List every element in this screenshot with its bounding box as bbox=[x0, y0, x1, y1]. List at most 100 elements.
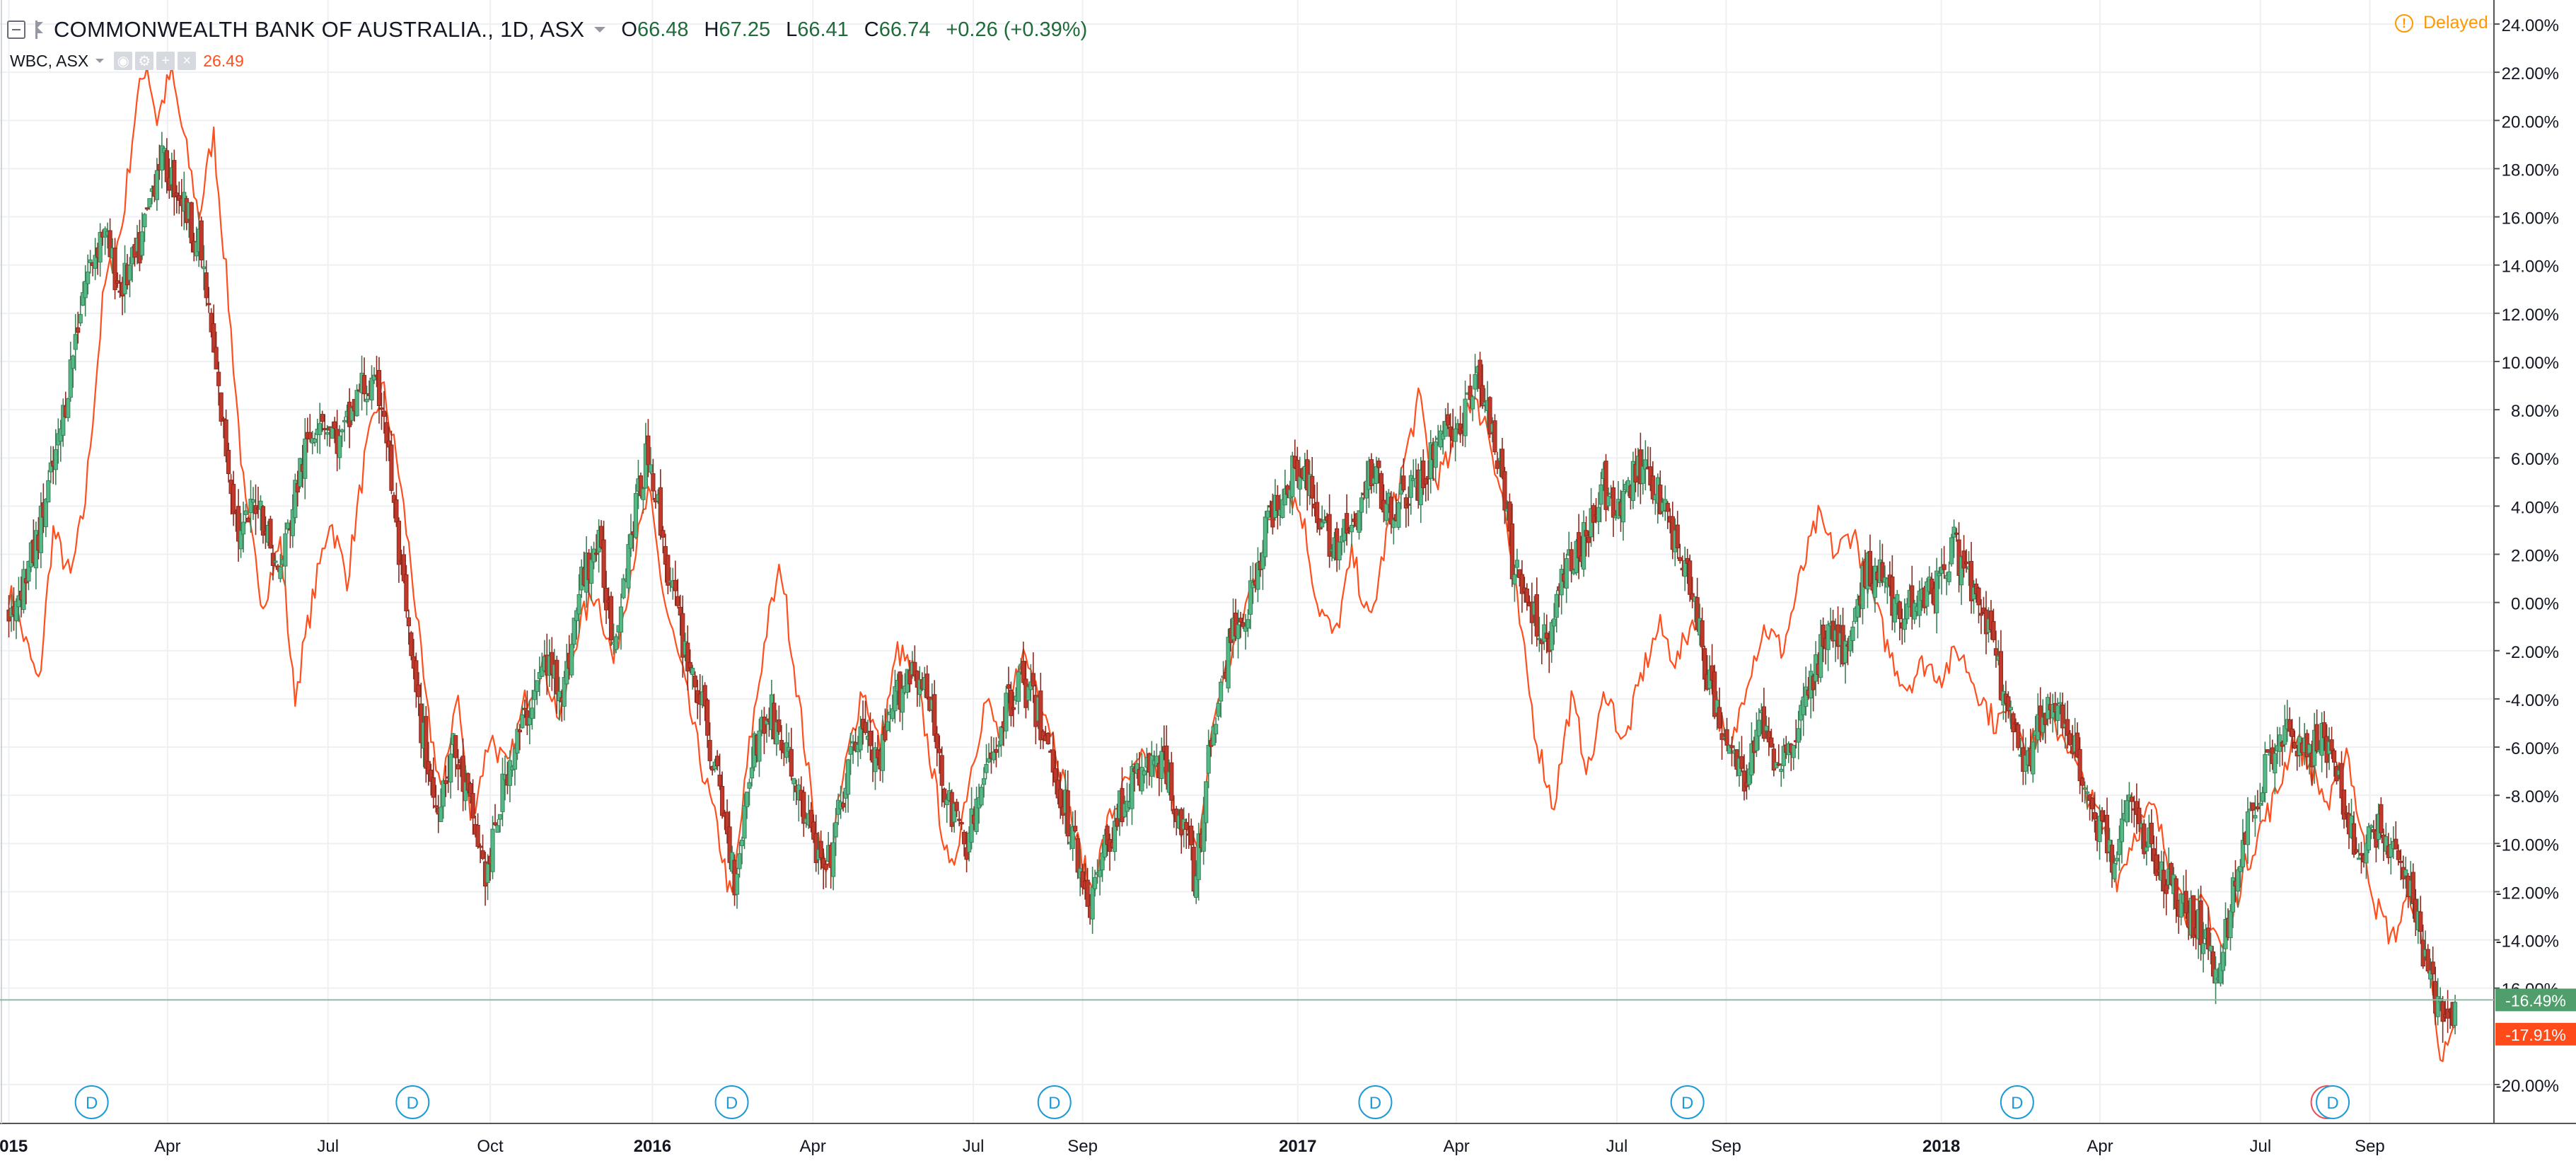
candle-body bbox=[313, 439, 318, 443]
candle-body bbox=[692, 675, 697, 688]
collapse-legend-icon[interactable] bbox=[7, 21, 25, 39]
candle-body bbox=[576, 594, 581, 615]
candle-body bbox=[2235, 869, 2241, 892]
candle-body bbox=[308, 432, 313, 440]
candle-body bbox=[1779, 768, 1784, 773]
candle-body bbox=[199, 220, 204, 261]
candle-body bbox=[465, 773, 470, 791]
candle-series-layer bbox=[6, 132, 2458, 1043]
dividend-marker[interactable] bbox=[1037, 1085, 1072, 1119]
candle-body bbox=[68, 359, 73, 398]
candle-body bbox=[1011, 707, 1016, 710]
symbol-title[interactable]: COMMONWEALTH BANK OF AUSTRALIA., 1D, ASX bbox=[54, 17, 585, 42]
candle-body bbox=[1749, 743, 1754, 776]
candle-body bbox=[2265, 749, 2270, 753]
plus-icon[interactable]: + bbox=[156, 52, 175, 70]
dividend-marker[interactable] bbox=[2000, 1085, 2034, 1119]
delayed-badge[interactable]: ! Delayed bbox=[2395, 13, 2488, 33]
close-icon[interactable]: × bbox=[178, 52, 197, 70]
candle-body bbox=[81, 292, 86, 306]
x-tick-label: Apr bbox=[1443, 1137, 1469, 1156]
candle-body bbox=[1142, 770, 1147, 775]
dividend-marker[interactable] bbox=[1358, 1085, 1393, 1119]
candle-body bbox=[2178, 893, 2183, 918]
candle-body bbox=[61, 405, 66, 436]
candle-body bbox=[1470, 396, 1475, 410]
dividend-marker[interactable] bbox=[2316, 1085, 2350, 1119]
candle-body bbox=[1702, 648, 1707, 680]
candle-body bbox=[727, 826, 732, 863]
last-value-labels: -16.49% -17.91% bbox=[0, 988, 2576, 1046]
candle-body bbox=[497, 814, 503, 820]
candle-body bbox=[1265, 510, 1270, 519]
candle-body bbox=[1577, 532, 1582, 558]
chevron-down-icon[interactable] bbox=[594, 27, 606, 33]
candle-body bbox=[673, 579, 678, 591]
candle-body bbox=[268, 519, 273, 549]
candle-body bbox=[1085, 879, 1090, 907]
candle-body bbox=[1584, 530, 1589, 537]
candle-body bbox=[890, 708, 895, 719]
dividend-marker[interactable] bbox=[1670, 1085, 1705, 1119]
candle-body bbox=[2384, 836, 2389, 852]
candle-body bbox=[2164, 884, 2169, 894]
candle-body bbox=[46, 480, 51, 503]
flag-icon[interactable] bbox=[35, 21, 45, 39]
candle-body bbox=[2112, 862, 2117, 879]
candle-body bbox=[900, 688, 905, 713]
candle-body bbox=[1468, 386, 1473, 400]
info-circle-icon: ! bbox=[2395, 13, 2413, 33]
candle-body bbox=[1905, 603, 1910, 620]
candle-body bbox=[720, 786, 725, 816]
candle-body bbox=[801, 792, 806, 824]
candle-body bbox=[1937, 572, 1942, 577]
last-value-compare: -17.91% bbox=[2505, 1026, 2566, 1044]
candle-body bbox=[986, 758, 992, 763]
close-value: C66.74 bbox=[864, 18, 931, 42]
candle-body bbox=[517, 729, 523, 733]
candle-body bbox=[1771, 748, 1776, 771]
candle-body bbox=[2060, 704, 2065, 729]
dividend-marker[interactable] bbox=[74, 1085, 109, 1119]
event-markers[interactable]: DDDDDDDED bbox=[74, 1085, 2350, 1119]
dividend-marker[interactable] bbox=[395, 1085, 430, 1119]
candle-body bbox=[1238, 618, 1243, 623]
candle-body bbox=[1514, 560, 1519, 568]
candle-body bbox=[591, 548, 596, 562]
candle-body bbox=[1053, 768, 1058, 782]
candle-body bbox=[2169, 862, 2174, 885]
candle-body bbox=[690, 668, 695, 676]
candle-body bbox=[555, 659, 559, 695]
candle-body bbox=[224, 419, 228, 456]
candle-body bbox=[2356, 857, 2362, 860]
candle-body bbox=[1961, 550, 1966, 569]
gear-icon[interactable]: ⚙ bbox=[135, 52, 154, 70]
candle-body bbox=[2218, 963, 2223, 984]
candle-body bbox=[1675, 524, 1680, 548]
candle-body bbox=[463, 782, 468, 802]
y-tick-label: 10.00% bbox=[2502, 354, 2559, 373]
compare-symbol[interactable]: WBC, ASX bbox=[10, 51, 89, 70]
candle-body bbox=[1946, 571, 1951, 582]
candle-body bbox=[1075, 838, 1080, 873]
eye-icon[interactable]: ◉ bbox=[114, 52, 133, 70]
candle-body bbox=[1756, 719, 1762, 736]
candle-body bbox=[480, 850, 485, 859]
candle-body bbox=[613, 636, 619, 650]
candle-body bbox=[1517, 569, 1522, 579]
candle-body bbox=[236, 506, 241, 542]
candle-body bbox=[1821, 624, 1826, 647]
dividend-marker[interactable] bbox=[714, 1085, 749, 1119]
candle-body bbox=[932, 694, 937, 736]
candle-body bbox=[2079, 777, 2085, 786]
candle-body bbox=[1058, 788, 1063, 809]
candle-body bbox=[1154, 756, 1159, 767]
candle-body bbox=[1290, 455, 1295, 497]
chevron-down-icon[interactable] bbox=[95, 59, 105, 63]
candle-body bbox=[2097, 816, 2102, 843]
candle-body bbox=[204, 272, 209, 299]
candle-body bbox=[323, 428, 327, 431]
candle-body bbox=[1282, 488, 1287, 506]
